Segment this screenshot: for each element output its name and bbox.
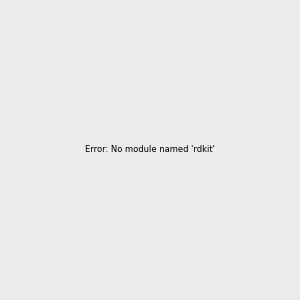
Text: Error: No module named 'rdkit': Error: No module named 'rdkit' [85,146,215,154]
